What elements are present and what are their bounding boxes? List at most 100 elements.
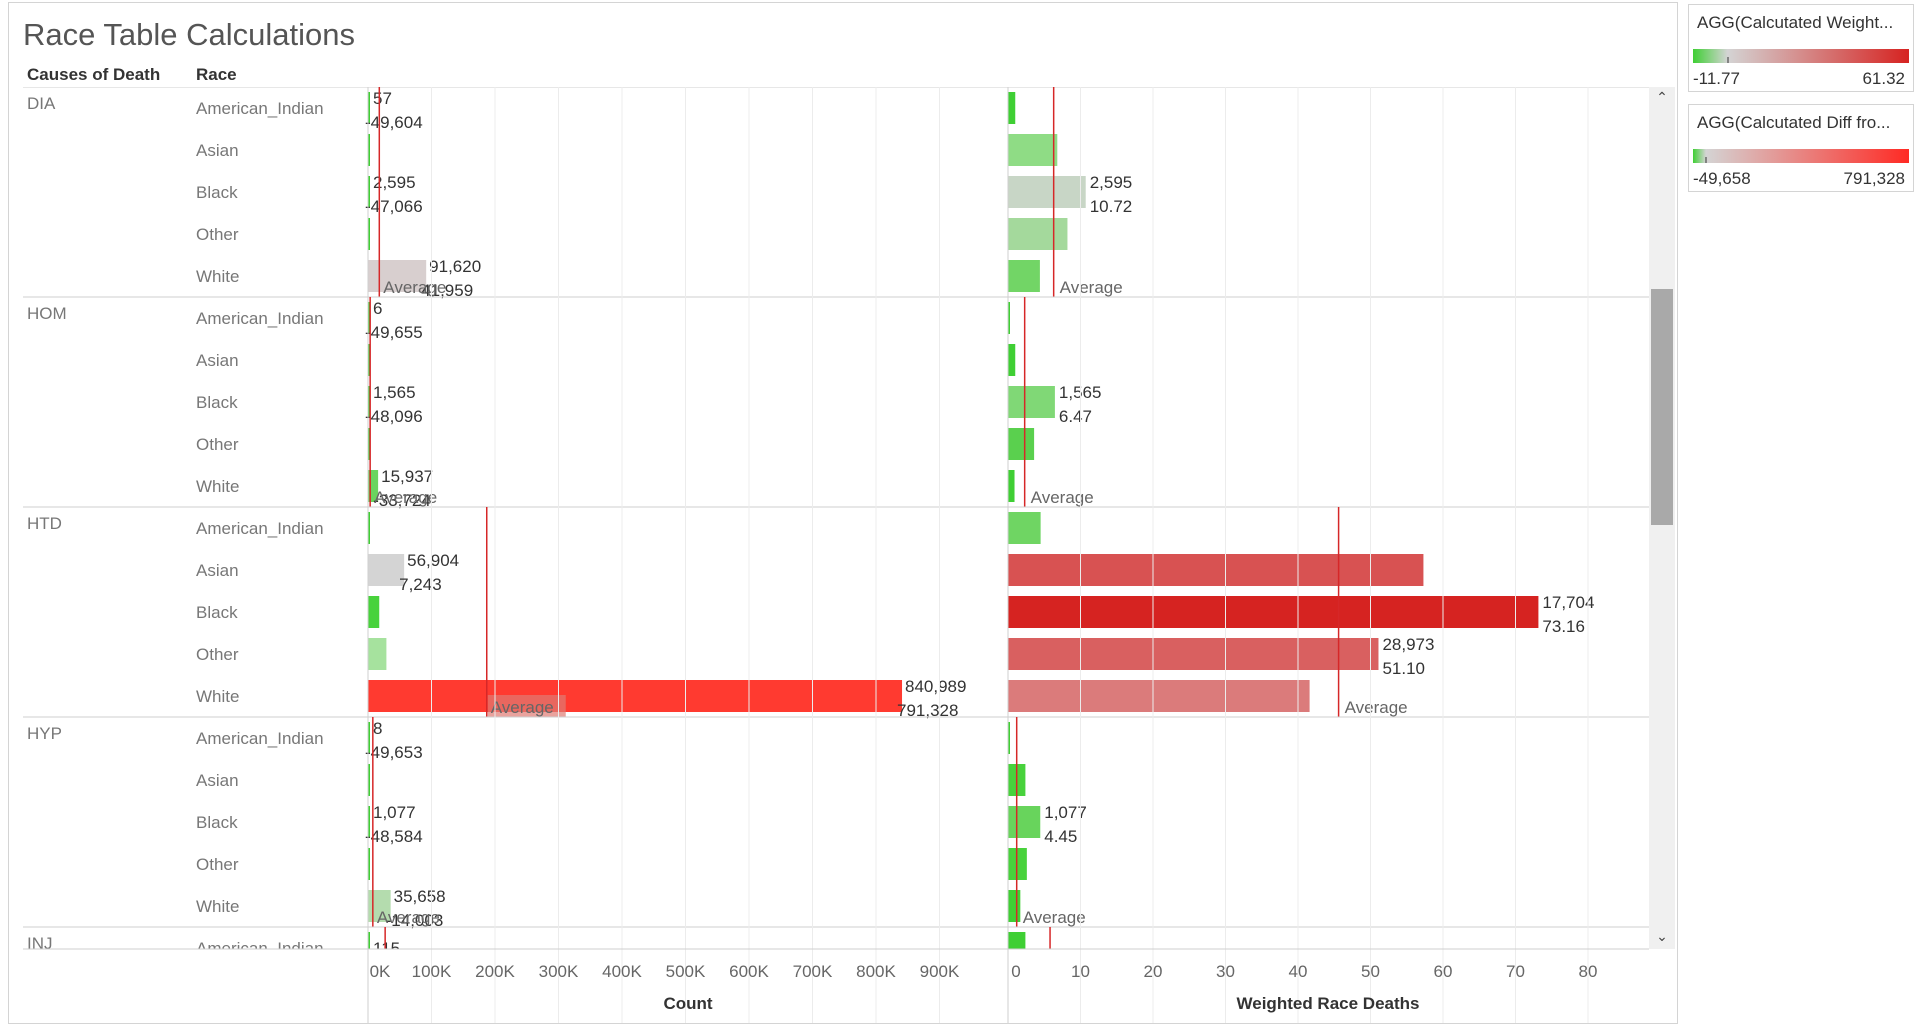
count-bar[interactable] [368,428,370,460]
weighted-bar[interactable] [1008,680,1310,712]
count-average-label: Average [374,488,437,507]
weighted-bar[interactable] [1008,806,1041,838]
diff-data-label: 7,243 [399,575,442,594]
count-axis-tick: 400K [602,962,642,981]
count-axis-tick: 900K [920,962,960,981]
count-bar[interactable] [368,638,387,670]
race-label: Black [196,813,238,832]
weighted-bar[interactable] [1008,260,1040,292]
average-label-bg [487,695,566,717]
count-bar[interactable] [368,596,380,628]
weighted-bar[interactable] [1008,554,1424,586]
weighted-bar[interactable] [1008,344,1016,376]
legend-weighted-max: 61.32 [1862,69,1905,88]
weighted-average-label: Average [1031,488,1094,507]
weighted-bar[interactable] [1008,176,1086,208]
race-label: White [196,687,239,706]
count-average-label: Average [377,908,440,927]
legend-diff-max: 791,328 [1843,169,1905,188]
cause-label: HOM [27,304,67,323]
weighted-bar[interactable] [1008,428,1035,460]
count-bar[interactable] [368,806,370,838]
weighted-axis-tick: 50 [1361,962,1380,981]
weighted-bar[interactable] [1008,92,1016,124]
race-label: American_Indian [196,519,324,538]
weighted-axis-tick: 30 [1216,962,1235,981]
weighted-average-label: Average [1345,698,1408,717]
weighted-count-label: 28,973 [1382,635,1434,654]
weighted-bar[interactable] [1008,932,1026,964]
scroll-down-icon[interactable]: ⌄ [1656,928,1668,944]
scroll-up-icon[interactable]: ⌃ [1656,89,1668,105]
race-label: Asian [196,351,239,370]
race-label: Other [196,645,239,664]
count-bar[interactable] [368,512,370,544]
count-axis-tick: 0K [370,962,391,981]
count-bar[interactable] [368,554,405,586]
weighted-bar[interactable] [1008,638,1379,670]
weighted-bar[interactable] [1008,722,1010,754]
weighted-bar[interactable] [1008,512,1041,544]
count-bar[interactable] [368,932,370,964]
race-label: Asian [196,561,239,580]
count-data-label: 15,937 [381,467,433,486]
weighted-bar[interactable] [1008,134,1058,166]
weighted-axis-tick: 60 [1434,962,1453,981]
weighted-axis-tick: 10 [1071,962,1090,981]
count-bar[interactable] [368,470,379,502]
count-axis-tick: 200K [475,962,515,981]
weighted-bar[interactable] [1008,302,1010,334]
count-axis-tick: 800K [856,962,896,981]
legend-diff[interactable]: AGG(Calcutated Diff fro... -49,658 791,3… [1688,104,1914,192]
count-bar[interactable] [368,176,370,208]
viz-area: Race Table Calculations Causes of Death … [8,2,1678,1024]
weighted-average-label: Average [1023,908,1086,927]
count-data-label: 1,077 [373,803,416,822]
count-axis-title: Count [663,994,712,1013]
race-label: White [196,267,239,286]
count-bar[interactable] [368,302,370,334]
race-label: Black [196,393,238,412]
race-label: Asian [196,771,239,790]
count-bar[interactable] [368,260,427,292]
cause-label: HTD [27,514,62,533]
count-bar[interactable] [368,134,370,166]
header-causes-of-death: Causes of Death [27,65,161,84]
count-data-label: 35,658 [394,887,446,906]
count-bar[interactable] [368,764,370,796]
count-bar[interactable] [368,680,903,712]
weighted-bar[interactable] [1008,386,1055,418]
diff-data-label: -14,003 [386,911,444,930]
legend-weighted[interactable]: AGG(Calcutated Weight... -11.77 61.32 [1688,4,1914,92]
weighted-bar[interactable] [1008,596,1539,628]
race-label: Black [196,603,238,622]
header-race: Race [196,65,237,84]
scroll-thumb[interactable] [1651,289,1673,525]
page-title: Race Table Calculations [23,17,356,52]
count-data-label: 8 [373,719,382,738]
race-label: American_Indian [196,939,324,958]
count-bar[interactable] [368,386,370,418]
count-bar[interactable] [368,218,370,250]
weighted-bar[interactable] [1008,218,1068,250]
diff-data-label: -48,584 [365,827,423,846]
weighted-count-label: 1,077 [1044,803,1087,822]
race-label: White [196,477,239,496]
weighted-count-label: 17,704 [1542,593,1594,612]
vertical-scrollbar[interactable]: ⌃ ⌄ [1649,87,1675,949]
count-bar[interactable] [368,890,391,922]
weighted-axis-title: Weighted Race Deaths [1237,994,1420,1013]
legend-weighted-title: AGG(Calcutated Weight... [1697,13,1894,32]
weighted-value-label: 51.10 [1382,659,1425,678]
weighted-axis-tick: 70 [1506,962,1525,981]
weighted-bar[interactable] [1008,470,1015,502]
count-bar[interactable] [368,848,370,880]
count-data-label: 840,989 [905,677,966,696]
count-bar[interactable] [368,92,370,124]
count-bar[interactable] [368,344,370,376]
count-bar[interactable] [368,722,370,754]
weighted-value-label: 10.72 [1090,197,1133,216]
weighted-bar[interactable] [1008,890,1021,922]
diff-data-label: -48,096 [365,407,423,426]
count-axis-tick: 600K [729,962,769,981]
